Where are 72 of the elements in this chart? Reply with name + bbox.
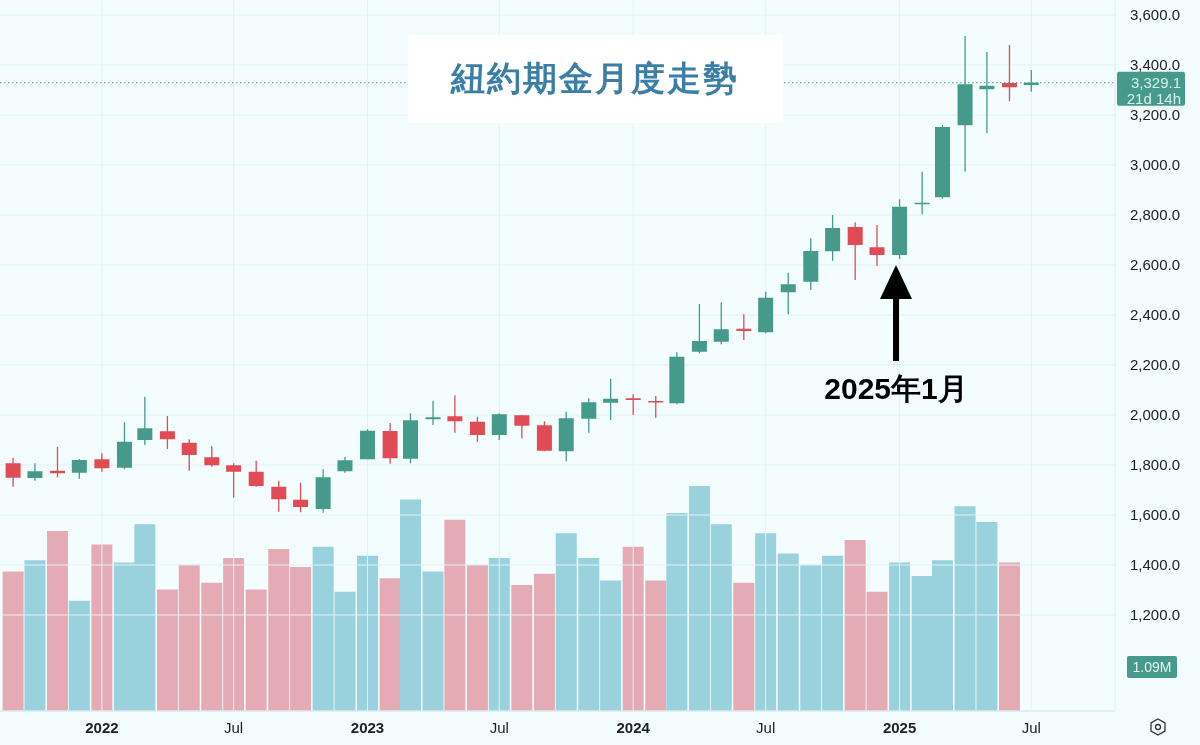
- y-tick-label: 2,400.0: [1129, 306, 1180, 324]
- y-tick-label: 1,600.0: [1129, 506, 1180, 524]
- bar: [399, 499, 421, 711]
- ref-line-label: 3,329.1: [1130, 73, 1181, 91]
- candlestick: [648, 395, 664, 419]
- candlestick: [137, 396, 153, 446]
- annotation: 2025年1月: [824, 371, 968, 405]
- y-tick-label: 3,600.0: [1129, 6, 1180, 24]
- bar: [755, 533, 777, 711]
- candlestick: [447, 394, 463, 434]
- bar: [379, 578, 401, 711]
- bar: [488, 558, 510, 711]
- candlestick: [625, 393, 641, 416]
- candlestick: [514, 414, 530, 439]
- candlestick: [248, 460, 264, 488]
- candlestick: [204, 445, 220, 468]
- bar: [998, 562, 1020, 711]
- candlestick: [181, 438, 197, 472]
- x-tick-label: Jul: [756, 719, 776, 737]
- y-tick-label: 3,200.0: [1129, 106, 1180, 124]
- y-tick-label: 2,200.0: [1129, 356, 1180, 374]
- y-tick-label: 1,400.0: [1129, 556, 1180, 574]
- bar: [533, 573, 555, 711]
- candlestick: [603, 378, 619, 421]
- candlestick: [226, 462, 242, 499]
- candlestick: [271, 480, 287, 513]
- candlestick: [71, 458, 87, 480]
- y-tick-label: 1,800.0: [1129, 456, 1180, 474]
- candlestick: [469, 416, 485, 443]
- candlestick: [691, 303, 707, 354]
- bar: [47, 531, 68, 711]
- x-tick-label: Jul: [224, 719, 244, 737]
- text: 紐約期金月度走勢: [450, 58, 739, 97]
- candlestick: [713, 301, 729, 345]
- text: 1.09M: [1132, 658, 1172, 675]
- candlestick: [293, 482, 309, 513]
- bar: [24, 560, 46, 711]
- candlestick: [847, 221, 863, 281]
- x-tick-label: 2023: [350, 719, 385, 737]
- bar: [511, 585, 533, 711]
- bar: [466, 564, 488, 711]
- candlestick: [869, 224, 885, 267]
- candlestick: [425, 400, 441, 426]
- candlestick: [581, 397, 597, 434]
- candlestick: [780, 272, 796, 315]
- bar: [666, 513, 688, 711]
- x-tick-label: Jul: [489, 719, 509, 737]
- candlestick: [27, 462, 43, 482]
- candlestick: [825, 214, 841, 262]
- x-tick-label: 2025: [882, 719, 917, 737]
- bar: [733, 582, 755, 711]
- candlestick: [1001, 44, 1017, 102]
- bar: [357, 555, 379, 711]
- text: 21d 14h: [1126, 89, 1181, 107]
- candlestick: [159, 415, 175, 450]
- y-tick-label: 2,800.0: [1129, 206, 1180, 224]
- x-tick-label: 2022: [85, 719, 119, 737]
- bar: [68, 600, 90, 711]
- y-tick-label: 3,400.0: [1129, 56, 1180, 74]
- candlestick: [5, 457, 21, 488]
- bar: [422, 571, 444, 711]
- y-tick-label: 3,000.0: [1129, 156, 1180, 174]
- y-tick-label: 2,000.0: [1129, 406, 1180, 424]
- bar: [2, 571, 24, 711]
- x-tick-label: Jul: [1021, 719, 1041, 737]
- x-tick-label: 2024: [616, 719, 651, 737]
- y-tick-label: 2,600.0: [1129, 256, 1180, 274]
- candlestick: [491, 412, 507, 441]
- bar: [444, 519, 466, 711]
- candlestick: [94, 452, 110, 473]
- bar: [889, 562, 911, 711]
- y-tick-label: 1,200.0: [1129, 606, 1180, 624]
